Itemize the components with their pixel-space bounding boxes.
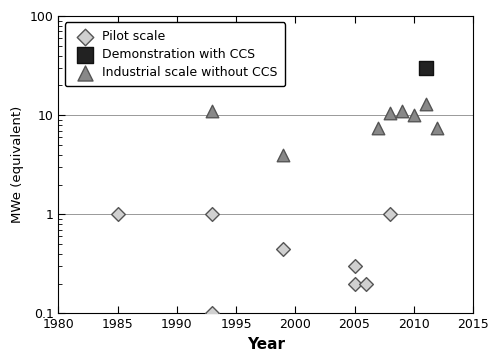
Demonstration with CCS <box>422 65 430 71</box>
Legend: Pilot scale, Demonstration with CCS, Industrial scale without CCS: Pilot scale, Demonstration with CCS, Ind… <box>64 23 285 86</box>
Pilot scale <box>362 281 370 286</box>
Pilot scale <box>208 311 216 317</box>
Pilot scale <box>350 263 358 269</box>
Industrial scale without CCS <box>386 110 394 116</box>
Pilot scale <box>208 212 216 217</box>
Y-axis label: MWe (equivalent): MWe (equivalent) <box>11 106 24 223</box>
Industrial scale without CCS <box>280 152 287 158</box>
Industrial scale without CCS <box>410 112 418 118</box>
Industrial scale without CCS <box>398 108 406 114</box>
Industrial scale without CCS <box>208 108 216 114</box>
X-axis label: Year: Year <box>246 337 284 352</box>
Industrial scale without CCS <box>434 125 442 131</box>
Pilot scale <box>350 281 358 286</box>
Pilot scale <box>386 212 394 217</box>
Industrial scale without CCS <box>374 125 382 131</box>
Pilot scale <box>114 212 122 217</box>
Pilot scale <box>280 246 287 252</box>
Industrial scale without CCS <box>422 101 430 107</box>
